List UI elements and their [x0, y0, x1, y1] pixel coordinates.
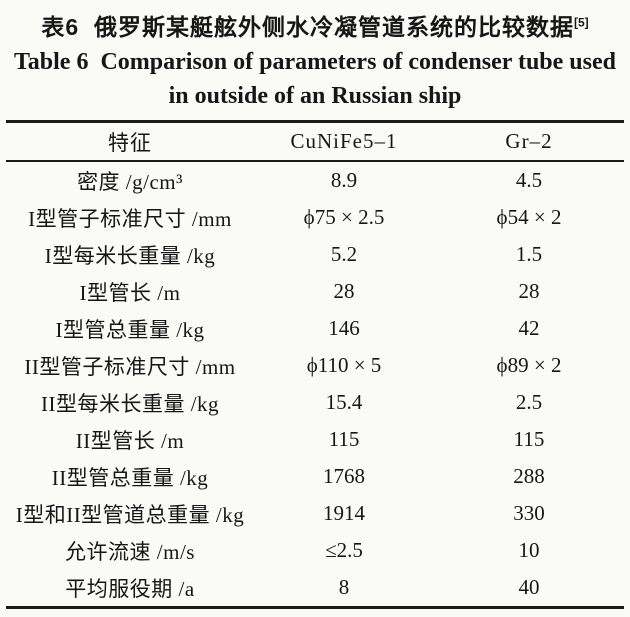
table-caption-en-line1: Table 6 Comparison of parameters of cond… [13, 49, 616, 75]
table-row: I型每米长重量 /kg 5.2 1.5 [6, 236, 624, 273]
gr-2-value-cell: 10 [518, 538, 540, 562]
gr-2-value-cell: ϕ89 × 2 [496, 353, 562, 377]
gr-2-value-cell: ϕ54 × 2 [496, 205, 562, 229]
table-row: 平均服役期 /a 8 40 [6, 569, 624, 608]
cunife5-1-value-cell: ϕ110 × 5 [306, 353, 382, 377]
feature-cell: II型管长 /m [75, 428, 185, 453]
table-caption-zh-text: 表6 俄罗斯某艇舷外侧水冷凝管道系统的比较数据 [41, 14, 574, 40]
cunife5-1-value-cell: 15.4 [325, 390, 363, 414]
cunife5-1-value-cell: ϕ75 × 2.5 [303, 205, 385, 229]
cunife5-1-value-cell: 8 [338, 575, 350, 599]
gr-2-value-cell: 115 [513, 427, 545, 451]
table-row: I型管子标准尺寸 /mm ϕ75 × 2.5 ϕ54 × 2 [6, 199, 624, 236]
feature-cell: 平均服役期 /a [65, 576, 195, 601]
table-caption-en-line2: in outside of an Russian ship [168, 83, 462, 109]
cunife5-1-value-cell: 115 [328, 427, 360, 451]
table-row: II型每米长重量 /kg 15.4 2.5 [6, 384, 624, 421]
table-body: 密度 /g/cm³ 8.9 4.5 I型管子标准尺寸 /mm ϕ75 × 2.5 ϕ54 … [6, 161, 624, 608]
table-row: I型和II型管道总重量 /kg 1914 330 [6, 495, 624, 532]
gr-2-value-cell: 2.5 [515, 390, 543, 414]
cunife5-1-value-cell: 1768 [323, 464, 365, 488]
gr-2-value-cell: 288 [513, 464, 545, 488]
feature-cell: I型和II型管道总重量 /kg [15, 502, 245, 527]
table-header-row: 特征 CuNiFe5–1 Gr–2 [6, 121, 624, 162]
gr-2-value-cell: 330 [513, 501, 545, 525]
gr-2-value-cell: 40 [518, 575, 540, 599]
cunife5-1-value-cell: 8.9 [330, 168, 358, 192]
cunife5-1-value-cell: 28 [333, 279, 355, 303]
table-row: I型管总重量 /kg 146 42 [6, 310, 624, 347]
gr-2-value-cell: 1.5 [515, 242, 543, 266]
feature-cell: I型每米长重量 /kg [44, 243, 216, 268]
cunife5-1-value-cell: ≤2.5 [325, 538, 363, 562]
table-row: II型管子标准尺寸 /mm ϕ110 × 5 ϕ89 × 2 [6, 347, 624, 384]
feature-cell: 允许流速 /m/s [65, 539, 195, 564]
column-header-gr-2: Gr–2 [434, 121, 624, 162]
feature-cell: I型管总重量 /kg [55, 317, 205, 342]
cunife5-1-value-cell: 1914 [323, 501, 365, 525]
table-caption-zh: 表6 俄罗斯某艇舷外侧水冷凝管道系统的比较数据[5] [0, 0, 630, 45]
feature-cell: 密度 /g/cm³ [77, 169, 183, 194]
table-row: II型管总重量 /kg 1768 288 [6, 458, 624, 495]
column-header-feature: 特征 [6, 121, 254, 162]
table-row: II型管长 /m 115 115 [6, 421, 624, 458]
gr-2-value-cell: 4.5 [515, 168, 543, 192]
gr-2-value-cell: 28 [518, 279, 540, 303]
table-row: I型管长 /m 28 28 [6, 273, 624, 310]
column-header-cunife5-1: CuNiFe5–1 [254, 121, 434, 162]
gr-2-value-cell: 42 [518, 316, 540, 340]
table-row: 密度 /g/cm³ 8.9 4.5 [6, 161, 624, 199]
feature-cell: II型每米长重量 /kg [40, 391, 220, 416]
citation-ref-superscript: [5] [573, 15, 589, 30]
comparison-table: 特征 CuNiFe5–1 Gr–2 密度 /g/cm³ 8.9 4.5 I型管子标准尺… [6, 120, 624, 609]
feature-cell: II型管子标准尺寸 /mm [24, 354, 236, 379]
feature-cell: I型管子标准尺寸 /mm [28, 206, 232, 231]
cunife5-1-value-cell: 5.2 [330, 242, 358, 266]
feature-cell: II型管总重量 /kg [51, 465, 209, 490]
feature-cell: I型管长 /m [79, 280, 181, 305]
cunife5-1-value-cell: 146 [328, 316, 360, 340]
table-row: 允许流速 /m/s ≤2.5 10 [6, 532, 624, 569]
